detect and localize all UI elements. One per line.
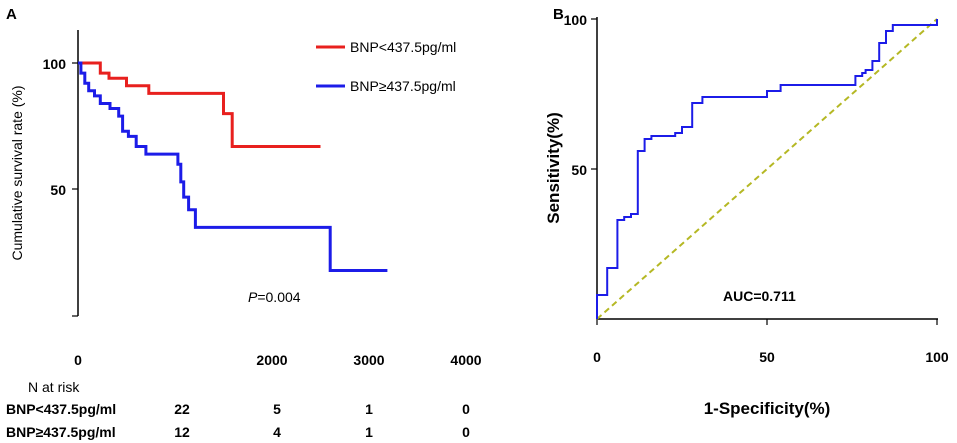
panel-a-x-tick-label-4000: 4000	[450, 352, 481, 368]
roc-reference-line	[596, 18, 938, 320]
risk-count: 0	[462, 401, 470, 417]
panel-b-x-axis-label: 1-Specificity(%)	[704, 399, 831, 418]
panel-b-x-tick-label-50: 50	[759, 349, 775, 365]
panel-b-x-tick-label-100: 100	[925, 349, 949, 365]
risk-count: 22	[174, 401, 190, 417]
panel-a-x-tick-label-0: 0	[74, 352, 82, 368]
panel-a: A 100 50 Cumulative survival rate (%) 0 …	[6, 6, 482, 368]
panel-b-x-tick-label-0: 0	[593, 349, 601, 365]
panel-a-label: A	[6, 6, 17, 23]
legend-label-bnp-low: BNP<437.5pg/ml	[350, 39, 456, 55]
panel-b-y-tick-label-100: 100	[564, 12, 588, 28]
panel-b-y-axis-label: Sensitivity(%)	[544, 112, 563, 223]
panel-a-y-tick-label-100: 100	[43, 56, 67, 72]
risk-table-header: N at risk	[28, 379, 80, 395]
risk-row-label-bnp-low: BNP<437.5pg/ml	[6, 401, 116, 417]
km-curve-bnp-low	[78, 61, 321, 148]
p-value-annotation: P=0.004	[248, 289, 301, 305]
p-value-symbol: P	[248, 289, 258, 305]
risk-count: 1	[365, 401, 373, 417]
risk-count: 12	[174, 424, 190, 440]
panel-a-y-axis-label: Cumulative survival rate (%)	[9, 85, 25, 260]
panel-a-x-tick-label-3000: 3000	[353, 352, 384, 368]
risk-count: 4	[273, 424, 281, 440]
panel-a-x-tick-label-2000: 2000	[256, 352, 287, 368]
auc-annotation: AUC=0.711	[723, 288, 796, 304]
risk-count: 5	[273, 401, 281, 417]
km-curve-bnp-high	[78, 61, 388, 272]
legend-label-bnp-high: BNP≥437.5pg/ml	[350, 78, 456, 94]
p-value-number: =0.004	[257, 289, 300, 305]
panel-a-legend: BNP<437.5pg/ml BNP≥437.5pg/ml	[316, 39, 456, 94]
risk-row-label-bnp-high: BNP≥437.5pg/ml	[6, 424, 116, 440]
panel-b-y-tick-label-50: 50	[571, 162, 587, 178]
panel-a-y-tick-label-50: 50	[50, 182, 66, 198]
risk-count: 1	[365, 424, 373, 440]
risk-count: 0	[462, 424, 470, 440]
panel-b: B 100 50 0 50 100 Sensitivity(%) 1-Speci…	[544, 6, 949, 418]
panel-b-label: B	[553, 6, 564, 23]
roc-curve	[596, 19, 938, 319]
risk-table: N at risk BNP<437.5pg/ml BNP≥437.5pg/ml …	[6, 379, 470, 440]
